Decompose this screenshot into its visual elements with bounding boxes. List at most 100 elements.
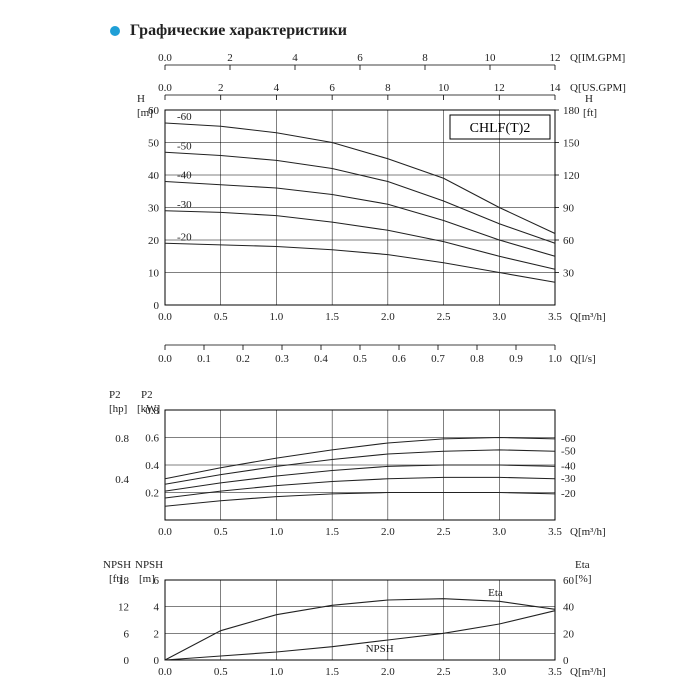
svg-text:14: 14 — [550, 82, 562, 94]
svg-text:60: 60 — [563, 575, 575, 587]
svg-text:0.6: 0.6 — [392, 353, 406, 365]
svg-text:3.0: 3.0 — [492, 311, 506, 323]
svg-text:1.0: 1.0 — [270, 526, 284, 538]
svg-text:4: 4 — [274, 82, 280, 94]
svg-text:Q[US.GPM]: Q[US.GPM] — [570, 82, 626, 94]
svg-text:0.7: 0.7 — [431, 353, 445, 365]
svg-text:-30: -30 — [177, 199, 192, 211]
svg-text:-40: -40 — [177, 170, 192, 182]
svg-text:-30: -30 — [561, 473, 576, 485]
svg-text:10: 10 — [485, 52, 497, 64]
svg-text:2: 2 — [154, 628, 160, 640]
svg-text:2.0: 2.0 — [381, 666, 395, 678]
svg-text:180: 180 — [563, 105, 580, 117]
svg-text:2.5: 2.5 — [437, 526, 451, 538]
svg-text:Eta: Eta — [488, 587, 503, 599]
svg-text:0.4: 0.4 — [115, 474, 129, 486]
svg-text:Eta: Eta — [575, 559, 590, 571]
svg-text:0.0: 0.0 — [158, 526, 172, 538]
svg-text:H: H — [137, 93, 145, 105]
svg-text:12: 12 — [494, 82, 505, 94]
svg-text:[kW]: [kW] — [137, 403, 160, 415]
svg-text:0.0: 0.0 — [158, 82, 172, 94]
svg-text:0.2: 0.2 — [145, 488, 159, 500]
svg-text:[%]: [%] — [575, 573, 592, 585]
svg-text:1.0: 1.0 — [548, 353, 562, 365]
svg-text:0.5: 0.5 — [353, 353, 367, 365]
svg-text:[ft]: [ft] — [109, 573, 123, 585]
svg-text:0.3: 0.3 — [275, 353, 289, 365]
svg-text:10: 10 — [438, 82, 450, 94]
chart-stage: 0.0 2 4 6 8 10 12 Q[IM.GPM] 0.0 2 4 6 8 10 12 14 Q[US.GP… — [0, 0, 700, 700]
svg-text:0.1: 0.1 — [197, 353, 211, 365]
svg-text:NPSH: NPSH — [103, 559, 131, 571]
svg-text:-60: -60 — [561, 433, 576, 445]
svg-text:Q[m³/h]: Q[m³/h] — [570, 666, 606, 678]
svg-text:-60: -60 — [177, 111, 192, 123]
svg-text:150: 150 — [563, 138, 580, 150]
svg-text:30: 30 — [148, 203, 160, 215]
svg-text:H: H — [585, 93, 593, 105]
svg-text:0.0: 0.0 — [158, 52, 172, 64]
svg-text:40: 40 — [148, 170, 160, 182]
svg-text:0.6: 0.6 — [145, 433, 159, 445]
svg-text:6: 6 — [357, 52, 363, 64]
svg-text:3.5: 3.5 — [548, 666, 562, 678]
svg-text:40: 40 — [563, 602, 575, 614]
svg-text:4: 4 — [154, 602, 160, 614]
svg-text:12: 12 — [550, 52, 561, 64]
svg-text:2.5: 2.5 — [437, 311, 451, 323]
svg-text:12: 12 — [118, 602, 129, 614]
svg-text:1.5: 1.5 — [325, 311, 339, 323]
svg-text:0.4: 0.4 — [314, 353, 328, 365]
svg-text:-40: -40 — [561, 460, 576, 472]
svg-text:0.0: 0.0 — [158, 666, 172, 678]
svg-text:3.0: 3.0 — [492, 526, 506, 538]
svg-text:8: 8 — [385, 82, 391, 94]
svg-text:[ft]: [ft] — [583, 107, 597, 119]
svg-text:1.0: 1.0 — [270, 311, 284, 323]
svg-text:6: 6 — [124, 628, 130, 640]
svg-text:Q[IM.GPM]: Q[IM.GPM] — [570, 52, 625, 64]
svg-text:0.8: 0.8 — [470, 353, 484, 365]
svg-text:0.4: 0.4 — [145, 460, 159, 472]
svg-text:60: 60 — [563, 235, 575, 247]
svg-text:90: 90 — [563, 203, 575, 215]
svg-text:NPSH: NPSH — [135, 559, 163, 571]
svg-text:2.0: 2.0 — [381, 311, 395, 323]
svg-text:1.0: 1.0 — [270, 666, 284, 678]
svg-text:3.5: 3.5 — [548, 311, 562, 323]
svg-text:3.5: 3.5 — [548, 526, 562, 538]
svg-text:0: 0 — [563, 655, 569, 667]
svg-text:1.5: 1.5 — [325, 526, 339, 538]
svg-text:3.0: 3.0 — [492, 666, 506, 678]
svg-text:1.5: 1.5 — [325, 666, 339, 678]
svg-text:20: 20 — [148, 235, 160, 247]
svg-text:50: 50 — [148, 138, 160, 150]
svg-text:6: 6 — [329, 82, 335, 94]
svg-text:2.5: 2.5 — [437, 666, 451, 678]
svg-text:10: 10 — [148, 268, 160, 280]
svg-text:2: 2 — [227, 52, 233, 64]
svg-text:0.5: 0.5 — [214, 311, 228, 323]
svg-text:[m]: [m] — [139, 573, 155, 585]
svg-text:30: 30 — [563, 268, 575, 280]
svg-text:2.0: 2.0 — [381, 526, 395, 538]
svg-text:NPSH: NPSH — [366, 643, 394, 655]
svg-text:0: 0 — [124, 655, 130, 667]
svg-text:Q[l/s]: Q[l/s] — [570, 353, 596, 365]
svg-text:0.0: 0.0 — [158, 311, 172, 323]
svg-text:0.9: 0.9 — [509, 353, 523, 365]
svg-text:0.5: 0.5 — [214, 666, 228, 678]
svg-text:2: 2 — [218, 82, 224, 94]
svg-text:0.8: 0.8 — [115, 433, 129, 445]
svg-text:-50: -50 — [561, 445, 576, 457]
svg-text:0.5: 0.5 — [214, 526, 228, 538]
svg-text:4: 4 — [292, 52, 298, 64]
svg-text:20: 20 — [563, 628, 575, 640]
svg-text:P2: P2 — [109, 389, 121, 401]
svg-text:120: 120 — [563, 170, 580, 182]
svg-text:-20: -20 — [561, 488, 576, 500]
svg-text:0.2: 0.2 — [236, 353, 250, 365]
svg-text:8: 8 — [422, 52, 428, 64]
